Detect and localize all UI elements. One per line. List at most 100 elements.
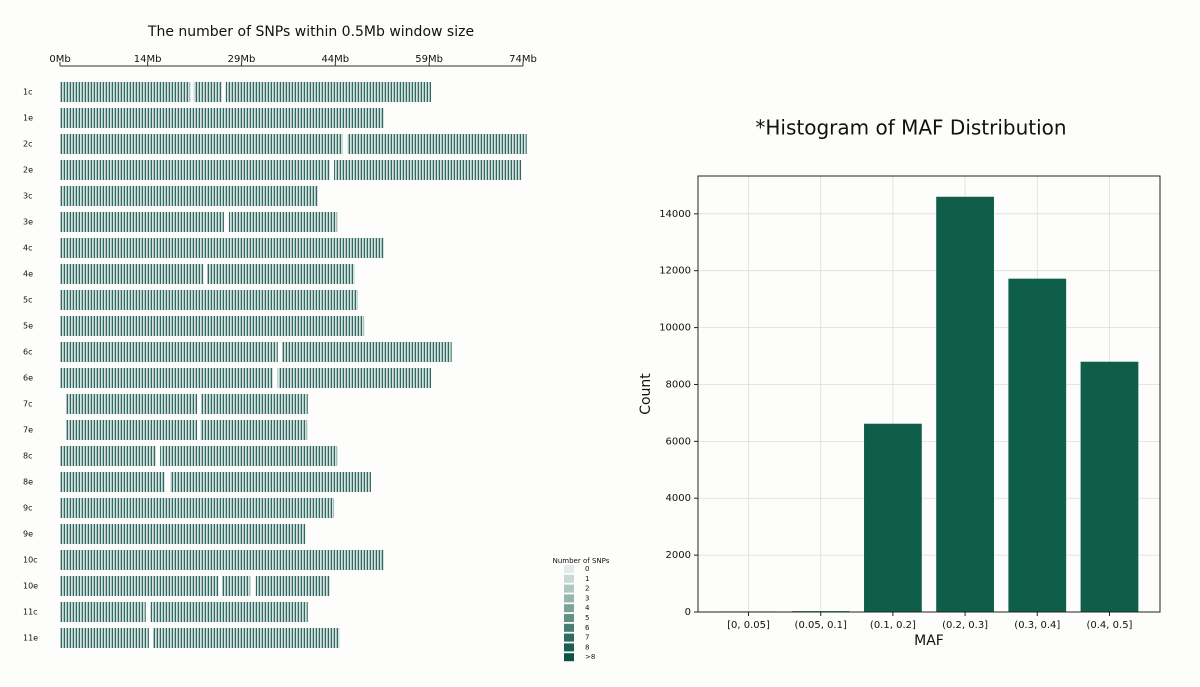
chart-title: *Histogram of MAF Distribution bbox=[755, 116, 1066, 140]
chromosome-label: 11e bbox=[23, 634, 38, 643]
y-tick-label: 4000 bbox=[666, 493, 691, 504]
chromosome-bar bbox=[60, 628, 340, 648]
x-tick-label: 0Mb bbox=[49, 54, 70, 65]
chromosome-label: 6e bbox=[23, 374, 33, 383]
legend-swatch bbox=[564, 565, 574, 573]
x-tick-label: (0.3, 0.4] bbox=[1014, 620, 1060, 631]
x-tick-label: (0.05, 0.1] bbox=[795, 620, 847, 631]
bar bbox=[1008, 278, 1067, 612]
chromosome-label: 4c bbox=[23, 244, 33, 253]
gap bbox=[148, 627, 154, 649]
bar bbox=[936, 196, 994, 612]
chromosome-label: 10c bbox=[23, 556, 38, 565]
bar bbox=[864, 423, 922, 612]
chromosome-bar bbox=[66, 420, 308, 440]
legend-swatch bbox=[564, 584, 574, 593]
gap bbox=[197, 419, 201, 441]
gap bbox=[223, 211, 229, 233]
legend-label: 4 bbox=[585, 604, 590, 612]
x-tick-label: (0.4, 0.5] bbox=[1086, 620, 1132, 631]
gap bbox=[145, 601, 151, 623]
legend-swatch bbox=[564, 614, 574, 622]
chromosome-label: 5c bbox=[23, 296, 33, 305]
legend-label: 6 bbox=[585, 624, 590, 632]
x-tick-label: (0.2, 0.3] bbox=[942, 620, 988, 631]
x-axis-label: MAF bbox=[914, 633, 944, 649]
x-tick-label: 44Mb bbox=[321, 54, 349, 65]
chromosome-bar bbox=[60, 316, 365, 336]
chromosome-bar bbox=[60, 576, 331, 596]
chart-title: The number of SNPs within 0.5Mb window s… bbox=[147, 24, 474, 40]
gap bbox=[342, 133, 348, 155]
y-tick-label: 14000 bbox=[659, 209, 691, 220]
legend-swatch bbox=[564, 653, 574, 662]
legend-label: 7 bbox=[585, 634, 589, 642]
x-tick-label: 29Mb bbox=[228, 54, 256, 65]
chromosome-label: 5e bbox=[23, 322, 33, 331]
chromosome-bar bbox=[66, 394, 308, 414]
gap bbox=[222, 81, 226, 103]
chromosome-label: 7c bbox=[23, 400, 33, 409]
chromosome-bar bbox=[60, 602, 308, 622]
gap bbox=[197, 393, 201, 415]
gap bbox=[190, 81, 194, 103]
chromosome-label: 11c bbox=[23, 608, 38, 617]
legend-swatch bbox=[564, 594, 574, 603]
chromosome-label: 2e bbox=[23, 166, 33, 175]
legend-label: 2 bbox=[585, 585, 589, 593]
gap bbox=[165, 471, 171, 493]
legend-swatch bbox=[564, 604, 574, 613]
legend-label: 3 bbox=[585, 594, 589, 602]
chromosome-label: 9c bbox=[23, 504, 33, 513]
chromosome-bar bbox=[60, 134, 527, 154]
chromosome-label: 8c bbox=[23, 452, 33, 461]
chromosome-bar bbox=[60, 264, 355, 284]
chromosome-label: 7e bbox=[23, 426, 33, 435]
gap bbox=[250, 575, 256, 597]
y-tick-label: 10000 bbox=[659, 323, 691, 334]
chromosome-label: 8e bbox=[23, 478, 33, 487]
y-axis-label: Count bbox=[638, 373, 654, 415]
chromosome-bar bbox=[60, 550, 385, 570]
chromosome-bar bbox=[60, 82, 432, 102]
chromosome-bar bbox=[60, 498, 335, 518]
legend-swatch bbox=[564, 643, 574, 652]
legend-label: 5 bbox=[585, 614, 589, 622]
legend-title: Number of SNPs bbox=[553, 557, 610, 565]
y-tick-label: 6000 bbox=[666, 436, 691, 447]
chromosome-label: 3e bbox=[23, 218, 33, 227]
gap bbox=[155, 445, 161, 467]
x-tick-label: 59Mb bbox=[415, 54, 443, 65]
chromosome-bar bbox=[60, 342, 452, 362]
chromosome-label: 10e bbox=[23, 582, 38, 591]
y-tick-label: 12000 bbox=[659, 266, 691, 277]
gap bbox=[330, 159, 335, 181]
y-tick-label: 0 bbox=[685, 607, 691, 618]
chromosome-bar bbox=[60, 290, 358, 310]
x-tick-label: 14Mb bbox=[134, 54, 162, 65]
gap bbox=[218, 575, 223, 597]
chromosome-bar bbox=[60, 238, 385, 258]
chromosome-bar bbox=[60, 524, 306, 544]
chromosome-label: 6c bbox=[23, 348, 33, 357]
x-tick-label: 74Mb bbox=[509, 54, 537, 65]
plot-frame bbox=[697, 175, 1161, 613]
y-tick-label: 2000 bbox=[666, 550, 691, 561]
chromosome-label: 9e bbox=[23, 530, 33, 539]
chromosome-label: 3c bbox=[23, 192, 33, 201]
legend-swatch bbox=[564, 633, 574, 642]
legend-label: >8 bbox=[585, 653, 595, 661]
gap bbox=[272, 367, 278, 389]
chromosome-label: 2c bbox=[23, 140, 33, 149]
bar bbox=[1080, 361, 1139, 612]
legend-swatch bbox=[564, 574, 574, 583]
chromosome-label: 1c bbox=[23, 88, 33, 97]
legend-swatch bbox=[564, 623, 574, 632]
gap bbox=[277, 341, 283, 363]
chromosome-bar bbox=[60, 368, 432, 388]
x-tick-label: [0, 0.05] bbox=[727, 620, 770, 631]
chromosome-bar bbox=[60, 212, 338, 232]
y-tick-label: 8000 bbox=[666, 379, 691, 390]
chromosome-bar bbox=[60, 472, 371, 492]
